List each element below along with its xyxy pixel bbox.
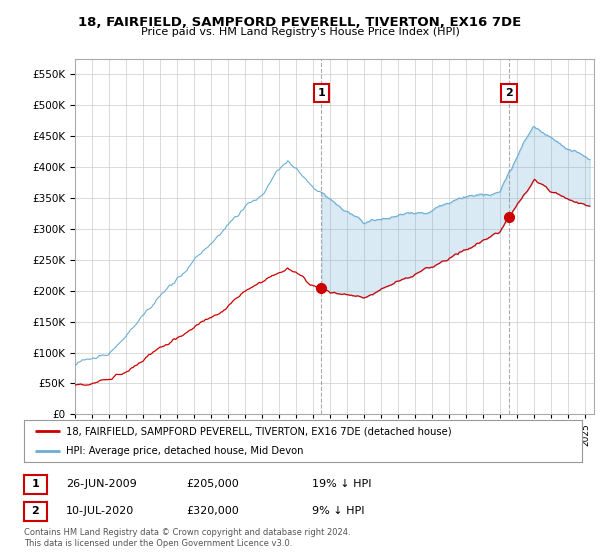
Text: 26-JUN-2009: 26-JUN-2009 (66, 479, 137, 489)
Text: 19% ↓ HPI: 19% ↓ HPI (312, 479, 371, 489)
Text: £205,000: £205,000 (186, 479, 239, 489)
Text: Price paid vs. HM Land Registry's House Price Index (HPI): Price paid vs. HM Land Registry's House … (140, 27, 460, 37)
Text: 18, FAIRFIELD, SAMPFORD PEVERELL, TIVERTON, EX16 7DE (detached house): 18, FAIRFIELD, SAMPFORD PEVERELL, TIVERT… (66, 426, 451, 436)
Text: 18, FAIRFIELD, SAMPFORD PEVERELL, TIVERTON, EX16 7DE: 18, FAIRFIELD, SAMPFORD PEVERELL, TIVERT… (79, 16, 521, 29)
Text: 9% ↓ HPI: 9% ↓ HPI (312, 506, 365, 516)
Text: 1: 1 (317, 88, 325, 98)
Text: 2: 2 (505, 88, 513, 98)
Text: HPI: Average price, detached house, Mid Devon: HPI: Average price, detached house, Mid … (66, 446, 304, 456)
Text: £320,000: £320,000 (186, 506, 239, 516)
Text: 1: 1 (32, 479, 39, 489)
Text: 10-JUL-2020: 10-JUL-2020 (66, 506, 134, 516)
Text: Contains HM Land Registry data © Crown copyright and database right 2024.
This d: Contains HM Land Registry data © Crown c… (24, 528, 350, 548)
Text: 2: 2 (32, 506, 39, 516)
